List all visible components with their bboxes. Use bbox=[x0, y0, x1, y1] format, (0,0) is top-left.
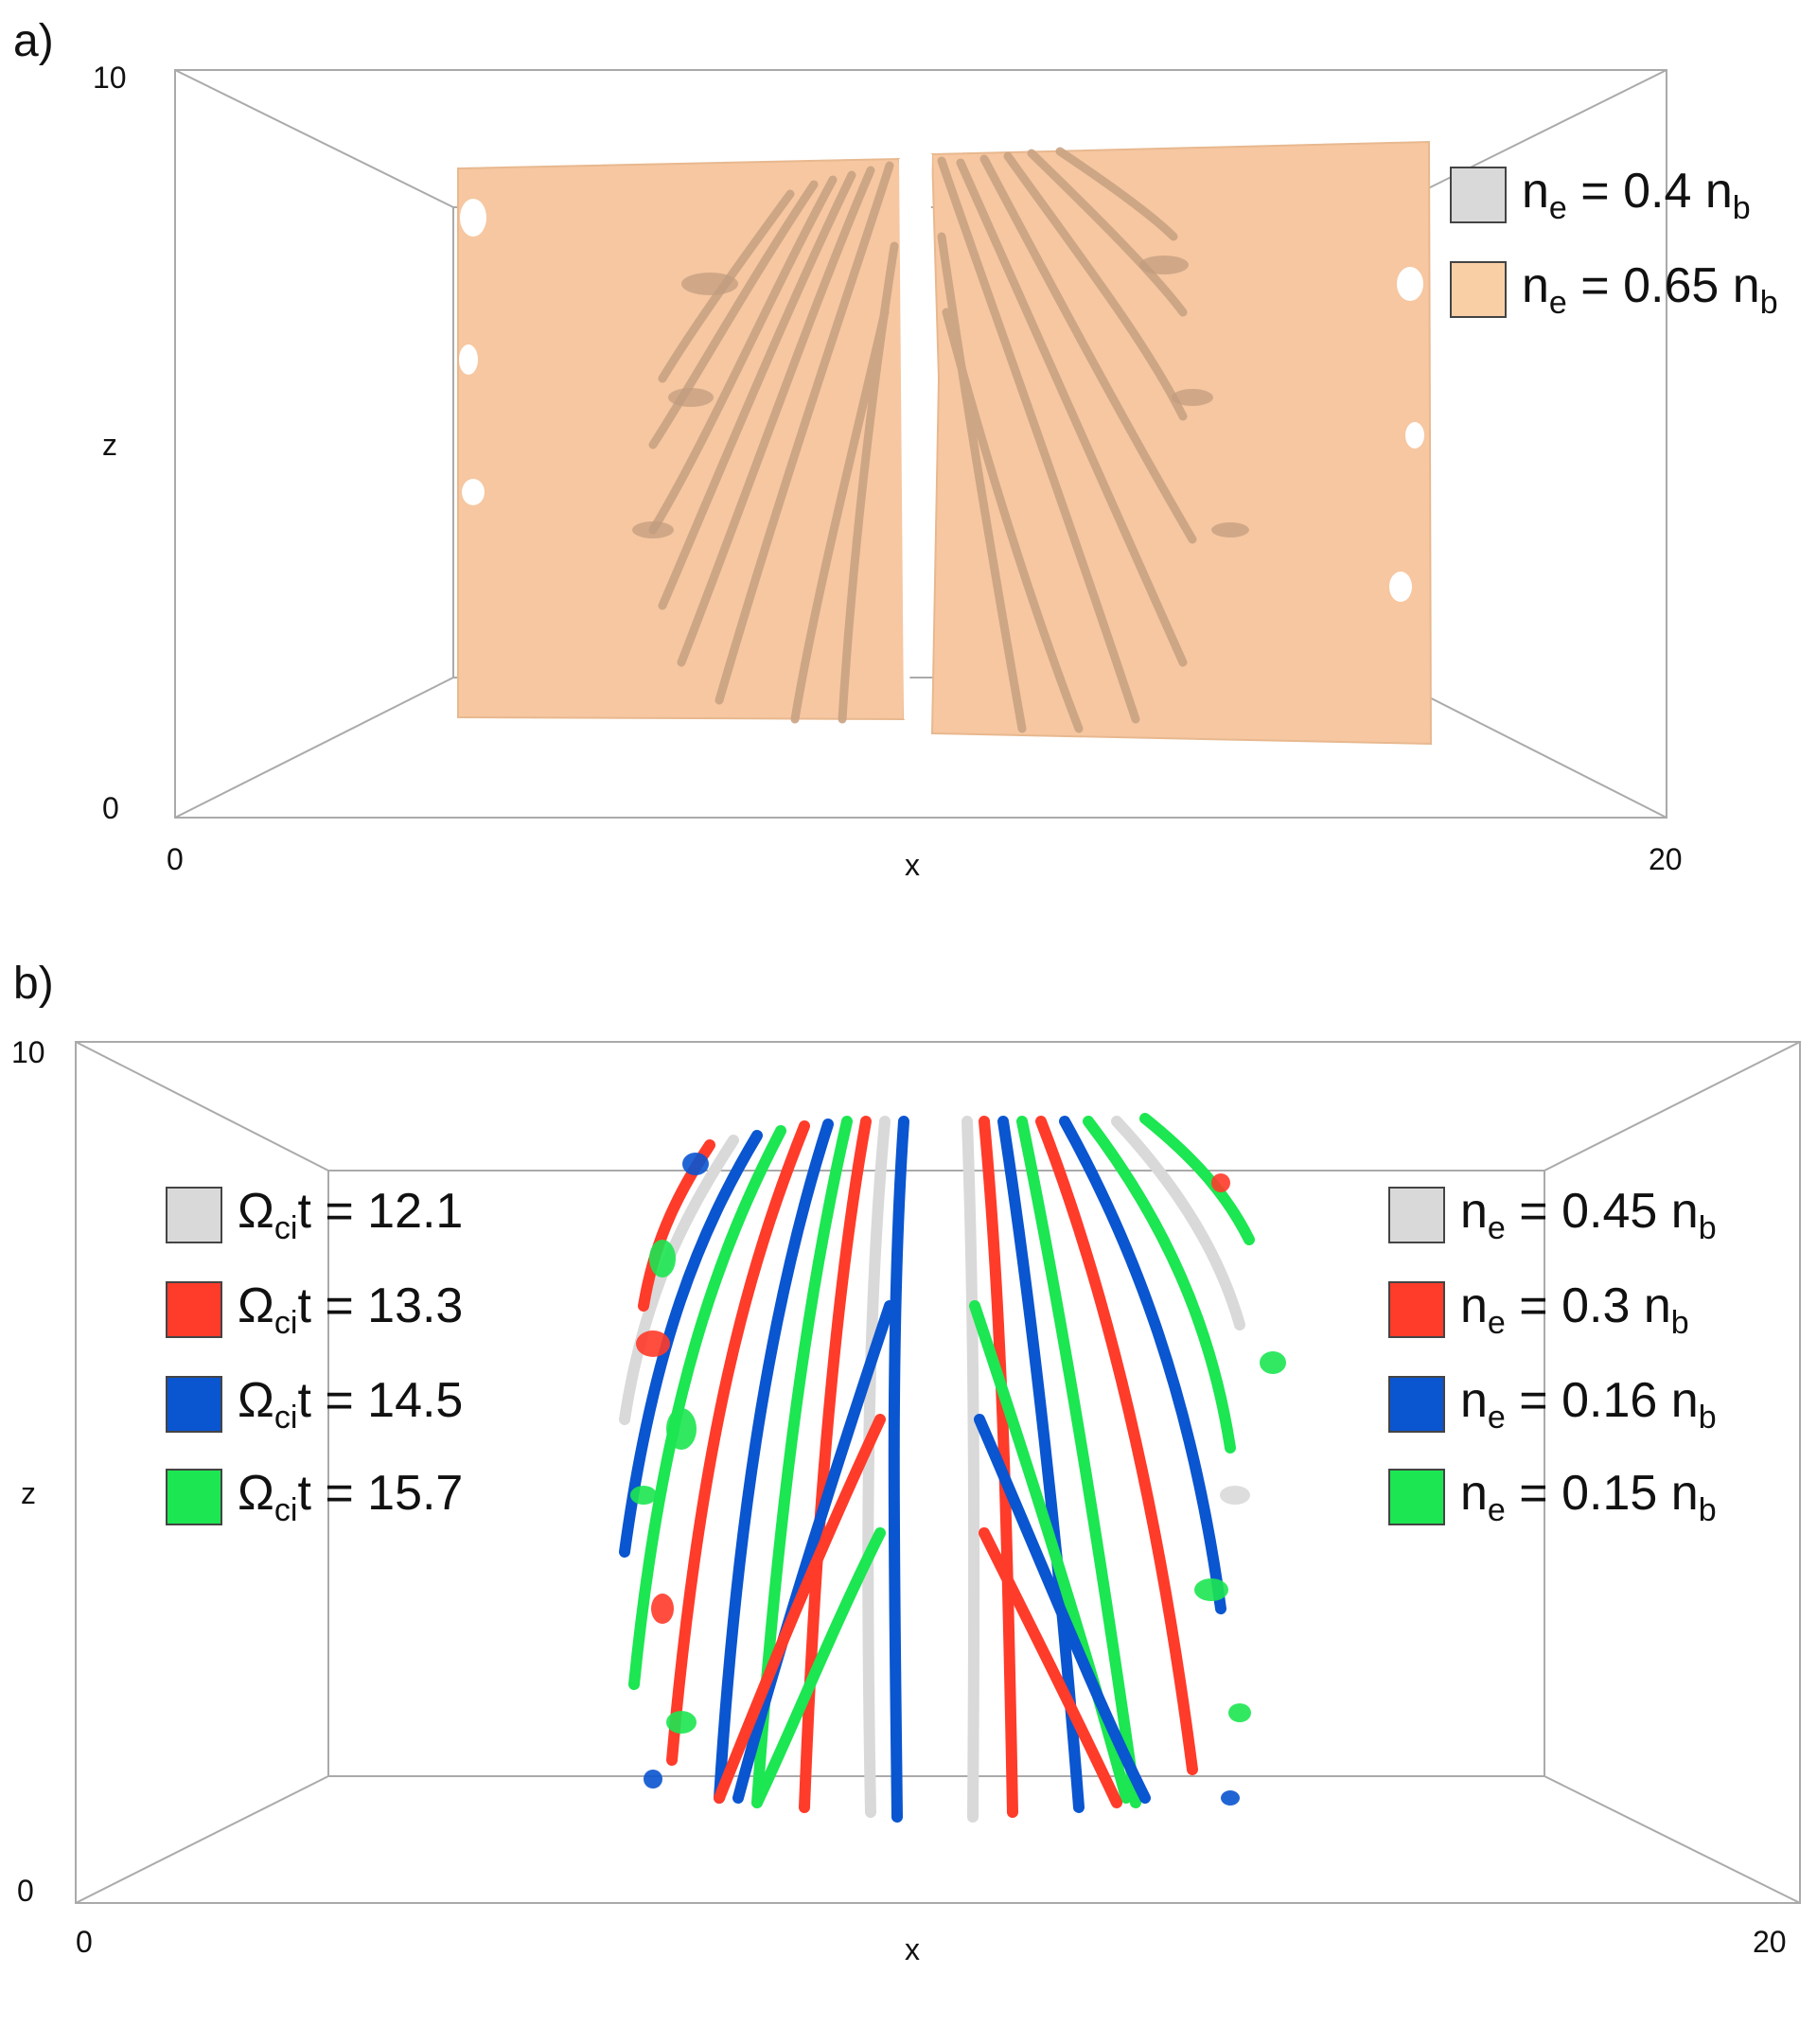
panel-b-time-legend-item: Ωcit = 14.5 bbox=[166, 1372, 463, 1436]
panel-b-edge bbox=[75, 1775, 329, 1904]
legend-label-rest: t = 14.5 bbox=[297, 1373, 464, 1428]
legend-label-rest: t = 12.1 bbox=[297, 1184, 464, 1239]
legend-label: n bbox=[1460, 1278, 1488, 1333]
panel-b-z-max: 10 bbox=[11, 1035, 45, 1069]
panel-a-z-max: 10 bbox=[93, 61, 127, 95]
legend-label: Ω bbox=[238, 1466, 274, 1521]
panel-a-surface-holes bbox=[459, 199, 1424, 602]
legend-swatch-green bbox=[166, 1469, 222, 1525]
panel-a-filaments-right bbox=[937, 147, 1197, 733]
legend-subscript: e bbox=[1548, 285, 1567, 321]
panel-b-edge bbox=[75, 1041, 329, 1172]
legend-subscript: b bbox=[1759, 285, 1778, 321]
panel-b-z-min: 0 bbox=[17, 1874, 34, 1908]
panel-a-filaments-left bbox=[648, 161, 899, 724]
legend-subscript: b bbox=[1698, 1492, 1717, 1528]
panel-a-x-min: 0 bbox=[167, 842, 184, 876]
legend-swatch-grey bbox=[1450, 167, 1507, 223]
legend-label: n bbox=[1460, 1184, 1488, 1239]
panel-a-legend-item: ne = 0.4 nb bbox=[1450, 163, 1751, 227]
legend-label-rest: = 0.15 n bbox=[1505, 1466, 1699, 1521]
panel-b-inner-frame bbox=[327, 1170, 1545, 1777]
panel-a-label: a) bbox=[13, 16, 54, 66]
legend-label-rest: t = 13.3 bbox=[297, 1278, 464, 1333]
panel-b-time-legend-item: Ωcit = 15.7 bbox=[166, 1465, 463, 1529]
legend-subscript: b bbox=[1698, 1400, 1717, 1436]
legend-label-rest: = 0.4 n bbox=[1566, 164, 1733, 219]
panel-a-surface-speckle bbox=[632, 256, 1249, 538]
panel-b-density-legend-item: ne = 0.16 nb bbox=[1388, 1372, 1717, 1436]
panel-b-label: b) bbox=[13, 959, 54, 1009]
legend-subscript: ci bbox=[273, 1305, 298, 1341]
legend-subscript: b bbox=[1732, 190, 1751, 226]
panel-b-edge bbox=[1544, 1041, 1801, 1172]
panel-b-outer-frame bbox=[75, 1041, 1801, 1904]
legend-subscript: b bbox=[1698, 1210, 1717, 1246]
panel-b-edge bbox=[1544, 1775, 1801, 1904]
panel-b-blobs-left bbox=[630, 1153, 709, 1788]
panel-b-time-legend-item: Ωcit = 12.1 bbox=[166, 1183, 463, 1247]
legend-label: n bbox=[1460, 1466, 1488, 1521]
legend-label-rest: = 0.16 n bbox=[1505, 1373, 1699, 1428]
legend-swatch-green bbox=[1388, 1469, 1445, 1525]
panel-b-density-legend-item: ne = 0.3 nb bbox=[1388, 1278, 1689, 1342]
panel-a-outer-frame bbox=[174, 69, 1667, 819]
panel-a-x-name: x bbox=[905, 848, 920, 882]
legend-subscript: e bbox=[1548, 190, 1567, 226]
panel-a-edge bbox=[1389, 677, 1667, 819]
legend-swatch-blue bbox=[1388, 1376, 1445, 1433]
panel-b-x-max: 20 bbox=[1753, 1925, 1787, 1959]
panel-b-stripes-left bbox=[619, 1116, 909, 1823]
panel-b-density-legend-item: ne = 0.15 nb bbox=[1388, 1465, 1717, 1529]
legend-label-rest: = 0.45 n bbox=[1505, 1184, 1699, 1239]
panel-a-z-min: 0 bbox=[102, 791, 119, 825]
legend-subscript: ci bbox=[273, 1210, 298, 1246]
legend-swatch-red bbox=[166, 1281, 222, 1338]
panel-a-central-gap bbox=[899, 154, 932, 719]
legend-subscript: e bbox=[1487, 1400, 1506, 1436]
legend-label-rest: = 0.3 n bbox=[1505, 1278, 1671, 1333]
panel-b-blobs-right bbox=[1194, 1173, 1286, 1806]
panel-a-edge bbox=[174, 69, 454, 208]
legend-swatch-grey bbox=[166, 1187, 222, 1243]
legend-swatch-red bbox=[1388, 1281, 1445, 1338]
panel-a-x-max: 20 bbox=[1649, 842, 1683, 876]
legend-label-rest: = 0.65 n bbox=[1566, 258, 1760, 313]
panel-b-z-name: z bbox=[21, 1476, 36, 1510]
panel-b-x-min: 0 bbox=[76, 1925, 93, 1959]
legend-label-rest: t = 15.7 bbox=[297, 1466, 464, 1521]
legend-subscript: e bbox=[1487, 1492, 1506, 1528]
panel-a-legend-item: ne = 0.65 nb bbox=[1450, 257, 1778, 322]
panel-a-edge bbox=[174, 677, 454, 819]
legend-label: Ω bbox=[238, 1278, 274, 1333]
legend-subscript: b bbox=[1670, 1305, 1689, 1341]
legend-subscript: ci bbox=[273, 1492, 298, 1528]
legend-label: Ω bbox=[238, 1373, 274, 1428]
legend-swatch-peach bbox=[1450, 261, 1507, 318]
legend-subscript: e bbox=[1487, 1305, 1506, 1341]
panel-a-z-name: z bbox=[102, 428, 117, 462]
panel-b-stripes-right bbox=[961, 1113, 1255, 1823]
panel-b-x-name: x bbox=[905, 1932, 920, 1966]
legend-label: n bbox=[1522, 258, 1549, 313]
panel-a-edge bbox=[1389, 69, 1667, 208]
legend-label: n bbox=[1522, 164, 1549, 219]
legend-swatch-grey bbox=[1388, 1187, 1445, 1243]
legend-label: Ω bbox=[238, 1184, 274, 1239]
panel-b-time-legend-item: Ωcit = 13.3 bbox=[166, 1278, 463, 1342]
legend-subscript: e bbox=[1487, 1210, 1506, 1246]
legend-label: n bbox=[1460, 1373, 1488, 1428]
panel-b-density-legend-item: ne = 0.45 nb bbox=[1388, 1183, 1717, 1247]
legend-subscript: ci bbox=[273, 1400, 298, 1436]
legend-swatch-blue bbox=[166, 1376, 222, 1433]
